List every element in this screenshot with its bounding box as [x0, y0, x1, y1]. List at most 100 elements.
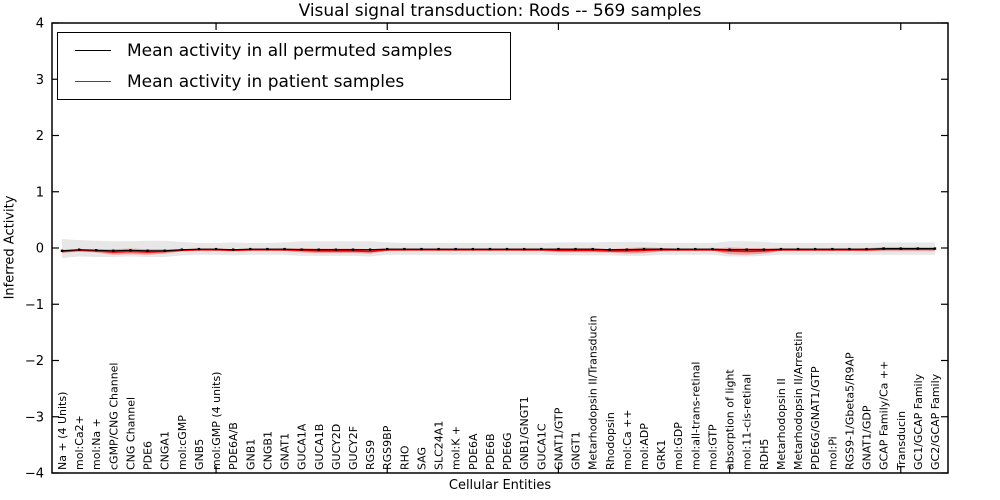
permuted-mean-marker	[112, 249, 115, 253]
category-label: CNGB1	[261, 431, 274, 470]
chart-title: Visual signal transduction: Rods -- 569 …	[298, 1, 702, 21]
category-label: CNG Channel	[124, 397, 137, 470]
legend-item-permuted: Mean activity in all permuted samples	[58, 37, 510, 65]
category-label: GUCY2D	[330, 424, 343, 470]
permuted-mean-marker	[129, 249, 132, 252]
y-tick-label: −1	[25, 298, 44, 313]
category-label: GUCY2F	[347, 426, 360, 470]
y-tick-label: 4	[36, 17, 44, 32]
category-label: GNAT1	[279, 433, 292, 470]
category-label: mol:Ca2+	[73, 415, 86, 470]
category-label: mol:GTP	[706, 424, 719, 470]
permuted-mean-marker	[728, 248, 731, 251]
permuted-mean-marker	[557, 247, 560, 251]
category-label: SLC24A1	[433, 421, 446, 470]
permuted-mean-marker	[591, 247, 594, 251]
category-label: GNAT1/GDP	[861, 405, 874, 470]
category-label: mol:Ca ++	[621, 409, 634, 470]
category-label: mol:GDP	[672, 422, 685, 470]
permuted-mean-marker	[437, 247, 440, 251]
category-label: PDE6G/GNAT1/GTP	[809, 366, 822, 470]
permuted-mean-marker	[608, 248, 611, 251]
permutation-band	[62, 239, 935, 259]
category-label: PDE6A	[467, 433, 480, 470]
permuted-mean-marker	[317, 248, 320, 251]
legend-line-red-icon	[75, 81, 111, 82]
category-label: GNB5	[193, 439, 206, 470]
permuted-mean-marker	[677, 247, 680, 251]
category-label: PDE6A/B	[227, 422, 240, 470]
y-tick-label: 1	[36, 185, 44, 200]
patient-mean-line	[61, 248, 935, 253]
permuted-mean-marker	[163, 249, 166, 253]
permuted-mean-marker	[813, 247, 817, 251]
category-label: absorption of light	[724, 369, 737, 470]
category-label: RGS9	[364, 440, 377, 470]
category-label: GUCA1A	[296, 423, 309, 470]
permuted-mean-marker	[283, 247, 286, 251]
permuted-mean-marker	[214, 247, 218, 251]
permuted-mean-marker	[471, 247, 475, 251]
category-label: Metarhodopsin II	[775, 378, 788, 470]
category-label: Metarhodopsin II/Arrestin	[792, 332, 805, 470]
permuted-mean-marker	[266, 247, 269, 251]
permuted-mean-marker	[916, 247, 920, 250]
permuted-mean-marker	[522, 247, 526, 251]
permuted-mean-marker	[796, 247, 800, 251]
y-tick-label: −3	[25, 410, 44, 425]
permuted-mean-marker	[368, 248, 372, 251]
category-label: CNGA1	[159, 431, 172, 470]
category-label: GNAT1/GTP	[552, 407, 565, 470]
category-label: mol:all-trans-retinal	[689, 362, 702, 470]
permuted-mean-marker	[505, 247, 509, 251]
legend: Mean activity in all permuted samples Me…	[57, 32, 511, 100]
category-label: RGS9BP	[381, 425, 394, 470]
category-label: mol:K +	[450, 426, 463, 470]
category-label: RGS9-1/Gbeta5/R9AP	[843, 352, 856, 470]
y-axis-label: Inferred Activity	[2, 195, 18, 300]
permuted-mean-marker	[625, 248, 629, 251]
category-label: SAG	[415, 447, 428, 470]
category-label: GC1/GCAP Family	[912, 373, 925, 470]
permuted-mean-marker	[386, 247, 389, 251]
category-label: PDE6B	[484, 433, 497, 470]
permuted-mean-marker	[831, 247, 834, 251]
permuted-mean-marker	[334, 248, 338, 251]
permuted-mean-marker	[745, 248, 748, 251]
permuted-mean-line	[61, 248, 935, 252]
category-label: GUCA1C	[535, 423, 548, 470]
permuted-mean-marker	[95, 249, 98, 252]
permuted-mean-marker	[540, 247, 543, 251]
category-label: GUCA1B	[313, 424, 326, 470]
category-label: GCAP Family/Ca ++	[878, 361, 891, 470]
x-axis-label: Cellular Entities	[448, 478, 552, 493]
y-tick-label: −2	[25, 354, 44, 369]
permuted-mean-marker	[77, 248, 81, 251]
y-tick-label: 2	[36, 129, 44, 144]
permuted-mean-marker	[60, 249, 64, 253]
category-label: cGMP/CNG Channel	[107, 363, 120, 471]
permuted-mean-marker	[642, 247, 646, 251]
category-label: Rhodopsin	[604, 412, 617, 470]
y-tick-label: −4	[25, 467, 44, 482]
category-label: RHO	[398, 445, 411, 470]
category-label: GNGT1	[570, 431, 583, 470]
category-label: GC2/GCAP Family	[929, 373, 942, 470]
permuted-mean-marker	[694, 247, 697, 251]
permuted-mean-marker	[659, 247, 663, 251]
legend-line-black-icon	[75, 50, 111, 51]
permuted-mean-marker	[420, 247, 423, 251]
legend-label: Mean activity in patient samples	[127, 71, 405, 92]
category-label: mol:Pi	[826, 436, 839, 470]
category-label: mol:ADP	[638, 423, 651, 470]
category-label: GRK1	[655, 440, 668, 470]
category-label: PDE6G	[501, 432, 514, 470]
category-label: GNB1	[244, 439, 257, 470]
permuted-mean-marker	[933, 247, 937, 250]
permuted-mean-marker	[865, 247, 868, 251]
permuted-mean-marker	[454, 247, 457, 251]
category-label: mol:cGMP	[176, 415, 189, 470]
y-tick-label: 0	[36, 242, 44, 257]
